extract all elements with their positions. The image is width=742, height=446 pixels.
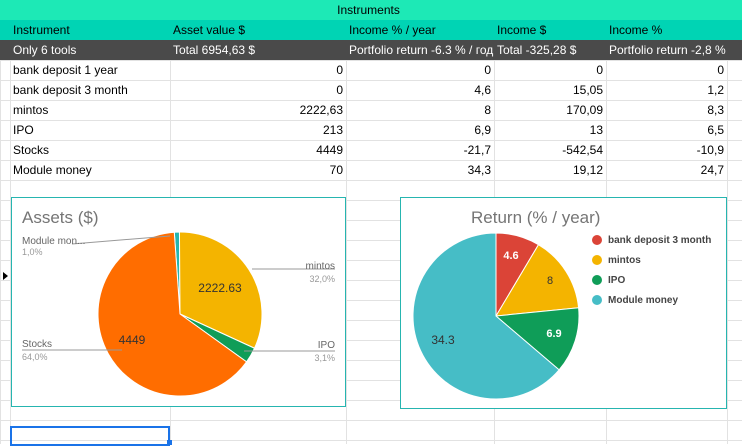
table-row: Module money 70 34,3 19,12 24,7	[0, 160, 742, 180]
label-stocks-pct: 64,0%	[22, 352, 48, 362]
cell-income-usd[interactable]: 0	[596, 63, 603, 77]
label-module-money: Module mon...	[22, 236, 85, 247]
legend-item-ipo[interactable]: IPO	[608, 275, 625, 286]
table-row: Stocks 4449 -21,7 -542,54 -10,9	[0, 140, 742, 160]
cell-asset-value[interactable]: 2222,63	[299, 103, 343, 117]
return-chart-title: Return (% / year)	[471, 208, 600, 227]
header-income-pct[interactable]: Income %	[609, 23, 663, 37]
summary-tools[interactable]: Only 6 tools	[13, 43, 77, 57]
cell-instrument[interactable]: mintos	[13, 103, 49, 117]
cell-asset-value[interactable]: 0	[336, 83, 343, 97]
summary-portfolio-return-year[interactable]: Portfolio return -6.3 % / год	[349, 43, 494, 57]
label-module-money-pct: 1,0%	[22, 247, 43, 257]
header-instrument[interactable]: Instrument	[13, 23, 70, 37]
legend-dot-module-money	[592, 295, 602, 305]
assets-chart-svg: Assets ($) Module mon... 1,0% mintos 32,…	[22, 208, 335, 397]
pie-label-mintos: 8	[547, 275, 553, 287]
sheet-title-row: Instruments	[0, 0, 742, 20]
cell-income-pct[interactable]: 6,5	[707, 123, 724, 137]
table-row: bank deposit 3 month 0 4,6 15,05 1,2	[0, 80, 742, 100]
cell-asset-value[interactable]: 0	[336, 63, 343, 77]
label-ipo: IPO	[318, 340, 335, 351]
cell-income-usd[interactable]: 19,12	[572, 163, 603, 177]
header-row: Instrument Asset value $ Income % / year…	[0, 20, 742, 40]
cell-income-usd[interactable]: 13	[589, 123, 603, 137]
return-chart-svg: Return (% / year) 4.6 8 6.9 34.3 bank de…	[412, 208, 711, 400]
cell-income-pct[interactable]: 1,2	[707, 83, 724, 97]
cell-income-pct-year[interactable]: 6,9	[474, 123, 491, 137]
assets-chart-title: Assets ($)	[22, 208, 99, 227]
pie-slice-mintos[interactable]	[178, 231, 263, 349]
legend: bank deposit 3 month mintos IPO Module m…	[592, 235, 711, 306]
cell-income-pct[interactable]: 24,7	[700, 163, 724, 177]
cell-instrument[interactable]: bank deposit 3 month	[13, 83, 128, 97]
return-chart[interactable]: Return (% / year) 4.6 8 6.9 34.3 bank de…	[400, 197, 727, 409]
label-ipo-pct: 3,1%	[314, 353, 335, 363]
cell-income-pct-year[interactable]: 34,3	[467, 163, 491, 177]
summary-row: Only 6 tools Total 6954,63 $ Portfolio r…	[0, 40, 742, 60]
cell-income-pct-year[interactable]: 8	[484, 103, 491, 117]
pie-slice-stocks[interactable]	[97, 231, 248, 397]
summary-portfolio-return[interactable]: Portfolio return -2,8 %	[609, 43, 726, 57]
cell-income-pct-year[interactable]: -21,7	[463, 143, 491, 157]
cell-instrument[interactable]: bank deposit 1 year	[13, 63, 118, 77]
pie-slice-mintos[interactable]	[495, 244, 580, 317]
assets-chart[interactable]: Assets ($) Module mon... 1,0% mintos 32,…	[11, 197, 346, 407]
legend-item-bank-deposit[interactable]: bank deposit 3 month	[608, 235, 711, 246]
assets-pie	[97, 231, 263, 397]
cell-income-pct[interactable]: 0	[717, 63, 724, 77]
cell-income-pct-year[interactable]: 0	[484, 63, 491, 77]
callout-line-module-money	[71, 235, 171, 245]
cell-income-pct[interactable]: 8,3	[707, 103, 724, 117]
inner-label-mintos: 2222.63	[198, 281, 242, 295]
cell-income-usd[interactable]: -542,54	[562, 143, 603, 157]
sheet-title: Instruments	[337, 3, 400, 17]
summary-total-income[interactable]: Total -325,28 $	[497, 43, 577, 57]
cell-asset-value[interactable]: 70	[329, 163, 343, 177]
return-pie	[412, 232, 580, 400]
table-row: IPO 213 6,9 13 6,5	[0, 120, 742, 140]
header-asset-value[interactable]: Asset value $	[173, 23, 246, 37]
label-mintos: mintos	[306, 261, 335, 272]
legend-dot-bank-deposit	[592, 235, 602, 245]
label-stocks: Stocks	[22, 339, 52, 350]
inner-label-stocks: 4449	[119, 333, 146, 347]
cell-instrument[interactable]: Stocks	[13, 143, 50, 157]
legend-item-module-money[interactable]: Module money	[608, 295, 678, 306]
legend-item-mintos[interactable]: mintos	[608, 255, 641, 266]
pie-label-ipo: 6.9	[546, 328, 561, 340]
cell-income-pct[interactable]: -10,9	[696, 143, 724, 157]
table-row: bank deposit 1 year 0 0 0 0	[0, 60, 742, 80]
pie-label-bank-deposit: 4.6	[503, 250, 518, 262]
pie-slice-module-money[interactable]	[412, 232, 560, 400]
header-income-pct-year[interactable]: Income % / year	[349, 23, 436, 37]
header-income-usd[interactable]: Income $	[497, 23, 547, 37]
summary-total-assets[interactable]: Total 6954,63 $	[173, 43, 256, 57]
cell-income-usd[interactable]: 170,09	[566, 103, 603, 117]
legend-dot-mintos	[592, 255, 602, 265]
cell-asset-value[interactable]: 4449	[316, 143, 343, 157]
selected-cell[interactable]	[10, 426, 170, 446]
label-mintos-pct: 32,0%	[309, 274, 335, 284]
cell-instrument[interactable]: Module money	[13, 163, 92, 177]
legend-dot-ipo	[592, 275, 602, 285]
cell-income-pct-year[interactable]: 4,6	[474, 83, 491, 97]
row-marker-icon	[3, 272, 8, 280]
table-row: mintos 2222,63 8 170,09 8,3	[0, 100, 742, 120]
cell-asset-value[interactable]: 213	[322, 123, 343, 137]
pie-slice-ipo[interactable]	[494, 307, 580, 371]
fill-handle[interactable]	[167, 440, 172, 445]
cell-instrument[interactable]: IPO	[13, 123, 34, 137]
cell-income-usd[interactable]: 15,05	[572, 83, 603, 97]
pie-label-module-money: 34.3	[431, 333, 455, 347]
